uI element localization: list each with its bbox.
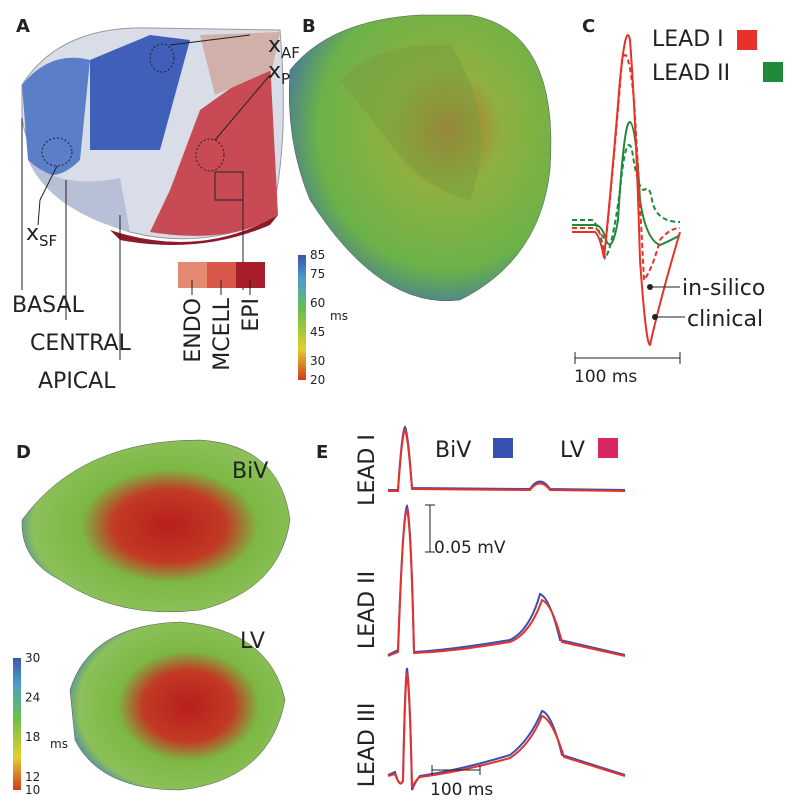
lead-label: LEAD I <box>355 434 380 506</box>
panel-label: B <box>302 16 316 37</box>
colorbar-tick-label: 45 <box>310 325 325 339</box>
colorbar <box>13 658 21 790</box>
legend-swatch <box>763 62 783 82</box>
panel-label: D <box>16 442 31 463</box>
marker-label: xAF <box>268 33 300 62</box>
view-label: LV <box>240 629 265 654</box>
colorbar <box>298 255 306 380</box>
colorbar-tick-label: 10 <box>25 783 40 797</box>
panel-label: A <box>16 16 30 37</box>
annotation: clinical <box>687 307 763 332</box>
lead-label: LEAD III <box>355 703 380 788</box>
colorbar-tick-label: 60 <box>310 296 325 310</box>
colorbar-tick-label: 30 <box>25 651 40 665</box>
colorbar-unit: ms <box>330 309 348 323</box>
colorbar-tick-label: 85 <box>310 248 325 262</box>
annotation: in-silico <box>682 276 765 301</box>
layer-label: ENDO <box>181 298 206 363</box>
marker-base: x <box>26 221 39 246</box>
region-label: CENTRAL <box>30 331 132 356</box>
scale-label: 0.05 mV <box>434 538 506 558</box>
colorbar-tick-label: 12 <box>25 770 40 784</box>
colorbar-tick-label: 18 <box>25 730 40 744</box>
marker-sub: AF <box>281 44 300 62</box>
panel-label: C <box>582 16 595 37</box>
lead-label: LEAD II <box>355 571 380 649</box>
legend-label: LEAD II <box>652 61 730 86</box>
region-label: BASAL <box>12 293 85 318</box>
view-label: BiV <box>232 459 268 484</box>
legend-swatch <box>737 30 757 50</box>
panel-label: E <box>316 442 328 463</box>
legend-label: LEAD I <box>652 27 724 52</box>
legend-label: BiV <box>435 438 471 463</box>
legend-label: LV <box>560 438 585 463</box>
ecg-e <box>387 425 626 791</box>
ecg-c <box>572 34 681 347</box>
heart-d-biv <box>21 439 291 613</box>
colorbar-unit: ms <box>50 737 68 751</box>
marker-base: x <box>268 59 281 84</box>
legend-swatch <box>493 438 513 458</box>
marker-sub: SF <box>39 232 57 250</box>
layer-label: MCELL <box>210 297 235 371</box>
heart-a <box>21 27 284 360</box>
marker-label: xSF <box>26 221 57 250</box>
region-label: APICAL <box>38 369 116 394</box>
scale-label: 100 ms <box>430 780 493 800</box>
marker-base: x <box>268 33 281 58</box>
colorbar-tick-label: 30 <box>310 354 325 368</box>
scale-label: 100 ms <box>574 367 637 387</box>
heart-d-lv <box>69 621 286 791</box>
colorbar-tick-label: 20 <box>310 373 325 387</box>
colorbar-tick-label: 24 <box>25 691 40 705</box>
colorbar-tick-label: 75 <box>310 267 325 281</box>
layer-label: EPI <box>239 298 264 332</box>
legend-swatch <box>598 438 618 458</box>
